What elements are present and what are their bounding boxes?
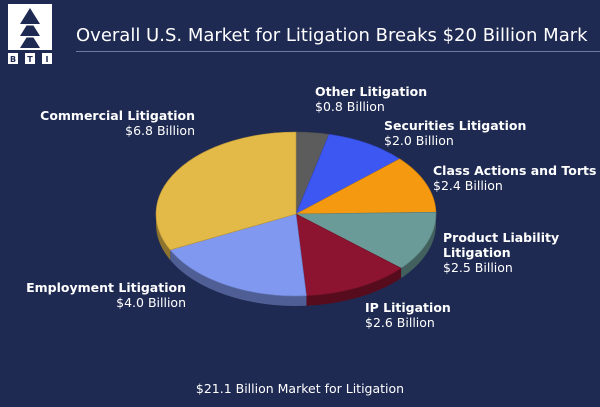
label-securities-litigation: Securities Litigation $2.0 Billion [384,118,526,148]
logo-letter-t: T [27,55,33,64]
pie-slice-commercial-litigation [155,131,297,251]
bti-logo: B T I [8,4,52,64]
label-name: Other Litigation [315,84,428,99]
label-class-actions-and-torts: Class Actions and Torts $2.4 Billion [433,163,596,193]
pie-side-commercial-litigation [156,214,171,260]
label-value: $6.8 Billion [125,123,195,138]
pie-side-employment-litigation [170,249,307,306]
pie-side-ip-litigation [306,268,402,306]
label-name: Commercial Litigation [40,108,195,123]
label-other-litigation: Other Litigation $0.8 Billion [315,84,427,114]
label-name: Employment Litigation [26,280,186,295]
page-title: Overall U.S. Market for Litigation Break… [76,25,588,46]
logo-letter-b: B [10,55,16,64]
label-value: $2.0 Billion [384,133,454,148]
label-value: $2.6 Billion [365,315,435,330]
chart-total-caption: $21.1 Billion Market for Litigation [195,381,405,396]
label-value: $0.8 Billion [315,99,385,114]
pie-slice-employment-litigation [169,213,307,297]
label-name: Securities Litigation [384,118,527,133]
pie-slice-securities-litigation [295,133,401,215]
label-employment-litigation: Employment Litigation $4.0 Billion [18,280,186,310]
label-value: $2.5 Billion [443,260,513,275]
label-name: IP Litigation [365,300,451,315]
label-name-line-1: Product Liability [443,230,560,245]
label-value: $4.0 Billion [116,295,186,310]
pie-slices [155,131,437,297]
title-divider [76,51,600,52]
label-name: Class Actions and Torts [433,163,597,178]
pie-slice-class-actions-and-torts [295,158,437,215]
label-ip-litigation: IP Litigation $2.6 Billion [365,300,451,330]
label-commercial-litigation: Commercial Litigation $6.8 Billion [30,108,195,138]
label-name-line-2: Litigation [443,245,511,260]
pie-slice-product-liability-litigation [295,211,437,269]
logo-letter-i: I [46,55,49,64]
label-product-liability-litigation: Product Liability Litigation $2.5 Billio… [443,230,559,275]
label-value: $2.4 Billion [433,178,503,193]
pie-slice-ip-litigation [295,213,402,297]
